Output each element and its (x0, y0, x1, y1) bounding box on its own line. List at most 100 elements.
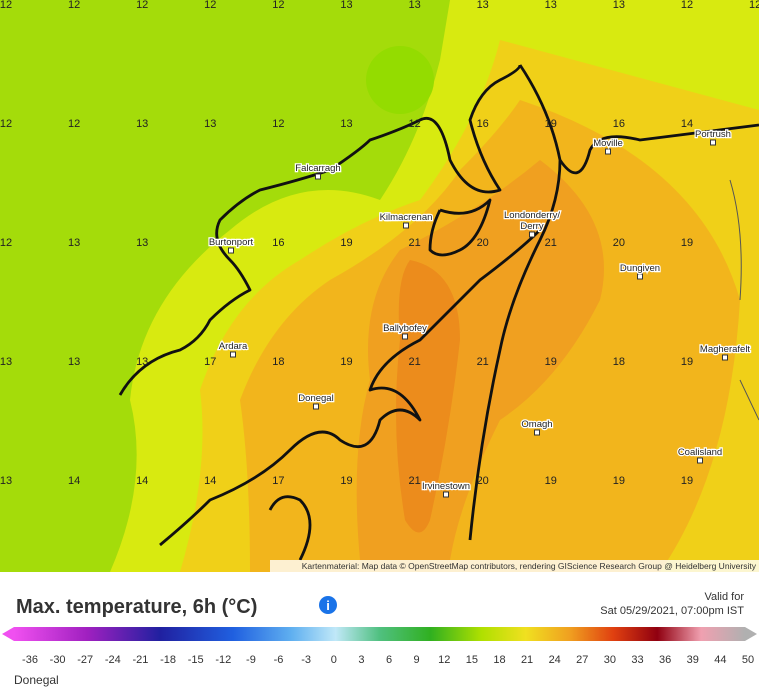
grid-value: 19 (545, 118, 557, 130)
place-label: Omagh (521, 419, 552, 430)
grid-value: 13 (340, 118, 352, 130)
legend-tick-label: -21 (133, 654, 149, 666)
grid-value: 18 (272, 356, 284, 368)
legend-tick-label: 6 (386, 654, 392, 666)
place-marker (529, 231, 535, 238)
legend-tick-label: 18 (493, 654, 505, 666)
place-label: Coalisland (678, 447, 722, 458)
grid-value: 19 (681, 237, 693, 249)
legend-tick-label: 36 (659, 654, 671, 666)
grid-value: 20 (477, 475, 489, 487)
legend-tick-label: -15 (188, 654, 204, 666)
grid-value: 21 (408, 237, 420, 249)
title: Max. temperature, 6h (°C) (16, 596, 257, 618)
attribution-bg (270, 560, 759, 572)
legend-tick-label: 27 (576, 654, 588, 666)
map (0, 0, 759, 572)
legend-tick-label: -27 (77, 654, 93, 666)
place-marker (443, 491, 449, 498)
legend-tick-label: -3 (301, 654, 311, 666)
grid-value: 13 (408, 0, 420, 11)
grid-value: 20 (477, 237, 489, 249)
place-label: Magherafelt (700, 344, 751, 355)
grid-value: 13 (340, 0, 352, 11)
grid-value: 19 (681, 356, 693, 368)
grid-value: 14 (68, 475, 80, 487)
grid-value: 19 (545, 356, 557, 368)
grid-value: 14 (681, 118, 693, 130)
colorbar-arrow (745, 627, 757, 641)
place-marker (228, 247, 234, 254)
grid-value: 17 (272, 475, 284, 487)
valid-time: Sat 05/29/2021, 07:00pm IST (600, 605, 744, 617)
legend-tick-label: -9 (246, 654, 256, 666)
place-label: Londonderry/Derry (504, 210, 560, 232)
place-label: Irvinestown (422, 481, 470, 492)
grid-value: 19 (340, 475, 352, 487)
grid-value: 13 (136, 237, 148, 249)
grid-value: 20 (613, 237, 625, 249)
place-marker (315, 173, 321, 180)
place-marker (313, 403, 319, 410)
place-label: Moville (593, 138, 623, 149)
grid-value: 19 (681, 475, 693, 487)
legend-tick-label: 9 (414, 654, 420, 666)
grid-value: 12 (408, 118, 420, 130)
legend-tick-label: -36 (22, 654, 38, 666)
legend-tick-label: 24 (549, 654, 561, 666)
colorbar-arrow (2, 627, 14, 641)
grid-value: 19 (545, 475, 557, 487)
legend-tick-label: 44 (714, 654, 726, 666)
grid-value: 12 (272, 118, 284, 130)
grid-value: 12 (0, 118, 12, 130)
places: Falcarragh Kilmacrenan Burtonport Londonder… (208, 128, 752, 498)
info-icon[interactable] (319, 596, 337, 614)
place-marker (403, 222, 409, 229)
grid-value: 12 (204, 0, 216, 11)
grid-value: 21 (408, 475, 420, 487)
grid-value: 13 (545, 0, 557, 11)
border (729, 179, 759, 421)
valid-label: Valid for (704, 591, 744, 603)
place-label: Falcarragh (295, 163, 340, 174)
grid-value: 13 (136, 356, 148, 368)
location: Donegal (14, 673, 59, 687)
grid-value: 19 (340, 237, 352, 249)
legend-tick-label: 39 (687, 654, 699, 666)
legend-tick-label: -30 (50, 654, 66, 666)
grid-value: 13 (0, 356, 12, 368)
place-label: Burtonport (209, 237, 254, 248)
grid-value: 13 (68, 237, 80, 249)
grid-value: 13 (613, 0, 625, 11)
place-marker (710, 139, 716, 146)
legend-tick-label: -12 (215, 654, 231, 666)
legend-tick-label: 50 (742, 654, 754, 666)
grid-value: 13 (136, 118, 148, 130)
legend-tick-label: 21 (521, 654, 533, 666)
grid-value: 12 (681, 0, 693, 11)
legend-tick-label: -18 (160, 654, 176, 666)
place-marker (697, 457, 703, 464)
place-label: Ardara (219, 341, 248, 352)
temp-field (396, 260, 460, 533)
grid-values: 12 12 12 12 12 13 13 13 13 13 12 12 12 12 13 13 12 13 12 16… (0, 0, 759, 487)
colorbar (14, 627, 745, 641)
place-label: Dungiven (620, 263, 660, 274)
legend-tick-label: 30 (604, 654, 616, 666)
grid-value: 13 (68, 356, 80, 368)
place-label: Donegal (298, 393, 333, 404)
place-marker (722, 354, 728, 361)
legend-tick-label: 15 (466, 654, 478, 666)
grid-value: 12 (136, 0, 148, 11)
grid-value: 13 (204, 118, 216, 130)
grid-value: 12 (0, 0, 12, 11)
place-marker (637, 273, 643, 280)
place-label: Kilmacrenan (380, 212, 433, 223)
attribution: Kartenmaterial: Map data © OpenStreetMap… (302, 561, 757, 571)
legend-tick-label: 33 (631, 654, 643, 666)
place-marker (534, 429, 540, 436)
legend-tick-label: 0 (331, 654, 337, 666)
info-glyph: i (326, 598, 330, 613)
